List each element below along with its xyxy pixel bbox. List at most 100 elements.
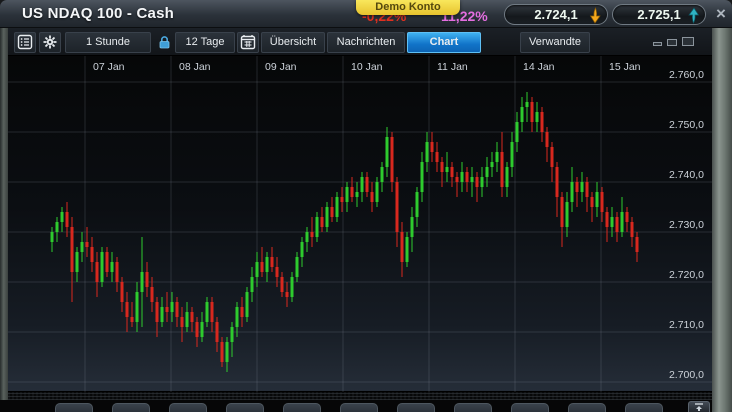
candle-body bbox=[410, 217, 414, 237]
candle-body bbox=[375, 182, 379, 202]
candle-body bbox=[405, 237, 409, 262]
candle-body bbox=[280, 277, 284, 292]
dock-window-button[interactable] bbox=[568, 403, 606, 412]
chart-toolbar: 1 Stunde 12 Tage Übersicht Nachrichten C… bbox=[8, 28, 712, 56]
candle-body bbox=[145, 272, 149, 287]
candle-body bbox=[480, 177, 484, 187]
candle-body bbox=[610, 217, 614, 227]
candle-body bbox=[60, 212, 64, 222]
dock-window-button[interactable] bbox=[112, 403, 150, 412]
candle-body bbox=[455, 177, 459, 182]
title-bar: US NDAQ 100 - Cash Demo Konto -0,22% 11,… bbox=[0, 0, 732, 28]
window-size-small-icon[interactable] bbox=[653, 42, 662, 46]
price-axis-label: 2.710,0 bbox=[669, 319, 704, 331]
candle-body bbox=[50, 232, 54, 242]
dock-window-button[interactable] bbox=[397, 403, 435, 412]
range-select[interactable]: 12 Tage bbox=[175, 32, 235, 53]
buy-price: 2.725,1 bbox=[637, 7, 681, 22]
candle-body bbox=[565, 202, 569, 227]
candle-body bbox=[550, 147, 554, 167]
tab-verwandte[interactable]: Verwandte bbox=[520, 32, 590, 53]
window-frame-left bbox=[0, 28, 8, 400]
dock-window-button[interactable] bbox=[625, 403, 663, 412]
candle-body bbox=[435, 152, 439, 162]
candle-body bbox=[500, 152, 504, 187]
chart-settings-list-button[interactable] bbox=[14, 32, 36, 53]
candle-body bbox=[555, 167, 559, 197]
dock-window-button[interactable] bbox=[511, 403, 549, 412]
chart-svg: 2.700,0 2.710,0 2.720,0 2.730,0 2.740,0 2.750… bbox=[8, 56, 712, 392]
candle-body bbox=[160, 307, 164, 322]
dock-window-button[interactable] bbox=[340, 403, 378, 412]
close-button[interactable]: × bbox=[716, 4, 726, 23]
candle-body bbox=[585, 182, 589, 197]
buy-price-button[interactable]: 2.725,1 bbox=[612, 4, 706, 25]
candle-body bbox=[150, 287, 154, 302]
candle-body bbox=[605, 212, 609, 227]
candle-body bbox=[310, 232, 314, 237]
window-size-large-icon[interactable] bbox=[682, 37, 694, 46]
chart-options-button[interactable] bbox=[39, 32, 61, 53]
candle-body bbox=[155, 302, 159, 322]
candle-body bbox=[330, 207, 334, 217]
candle-body bbox=[55, 222, 59, 232]
date-axis-label: 11 Jan bbox=[437, 61, 468, 73]
candle-body bbox=[95, 262, 99, 282]
tab-chart[interactable]: Chart bbox=[407, 32, 481, 53]
sell-price-button[interactable]: 2.724,1 bbox=[504, 4, 608, 25]
candle-body bbox=[115, 262, 119, 282]
candle-body bbox=[395, 182, 399, 232]
candle-body bbox=[390, 137, 394, 182]
tab-nachrichten[interactable]: Nachrichten bbox=[327, 32, 405, 53]
candle-body bbox=[515, 122, 519, 142]
dock-expand-button[interactable] bbox=[688, 401, 710, 412]
date-axis-label: 15 Jan bbox=[609, 61, 641, 73]
candle-body bbox=[540, 112, 544, 132]
window-size-medium-icon[interactable] bbox=[667, 39, 677, 46]
sell-price: 2.724,1 bbox=[534, 7, 578, 22]
price-axis-label: 2.700,0 bbox=[669, 369, 704, 381]
candle-body bbox=[580, 182, 584, 192]
date-axis-label: 08 Jan bbox=[179, 61, 211, 73]
lock-icon bbox=[159, 36, 169, 49]
candle-body bbox=[595, 192, 599, 207]
bottom-dock bbox=[0, 400, 712, 412]
candle-body bbox=[535, 112, 539, 122]
candle-body bbox=[525, 102, 529, 107]
candle-body bbox=[220, 342, 224, 362]
candle-body bbox=[335, 197, 339, 217]
candle-body bbox=[370, 192, 374, 202]
tab-uebersicht[interactable]: Übersicht bbox=[261, 32, 325, 53]
candle-body bbox=[625, 212, 629, 222]
candle-body bbox=[185, 312, 189, 327]
candle-body bbox=[90, 247, 94, 262]
candle-body bbox=[475, 177, 479, 187]
candle-body bbox=[465, 172, 469, 182]
candle-body bbox=[545, 132, 549, 147]
candle-body bbox=[415, 192, 419, 217]
interval-select[interactable]: 1 Stunde bbox=[65, 32, 151, 53]
dock-window-button[interactable] bbox=[283, 403, 321, 412]
candle-body bbox=[125, 302, 129, 317]
candle-body bbox=[520, 107, 524, 122]
dock-window-button[interactable] bbox=[226, 403, 264, 412]
dock-window-button[interactable] bbox=[55, 403, 93, 412]
expand-up-icon bbox=[695, 403, 703, 411]
candle-body bbox=[505, 167, 509, 187]
lock-interval-button[interactable] bbox=[154, 32, 174, 53]
candle-body bbox=[175, 302, 179, 317]
date-axis-label: 10 Jan bbox=[351, 61, 383, 73]
dock-window-button[interactable] bbox=[169, 403, 207, 412]
candle-body bbox=[135, 292, 139, 322]
candle-body bbox=[560, 197, 564, 227]
calendar-button[interactable] bbox=[237, 32, 259, 53]
calendar-icon bbox=[240, 35, 256, 50]
candle-body bbox=[420, 162, 424, 192]
chart-bottom-scroll-strip[interactable] bbox=[8, 392, 712, 400]
dock-window-button[interactable] bbox=[454, 403, 492, 412]
candlestick-chart-canvas[interactable]: 2.700,0 2.710,0 2.720,0 2.730,0 2.740,0 2.750… bbox=[8, 56, 712, 392]
candle-body bbox=[85, 242, 89, 247]
candle-body bbox=[200, 322, 204, 337]
candle-body bbox=[210, 302, 214, 322]
candle-body bbox=[230, 327, 234, 342]
